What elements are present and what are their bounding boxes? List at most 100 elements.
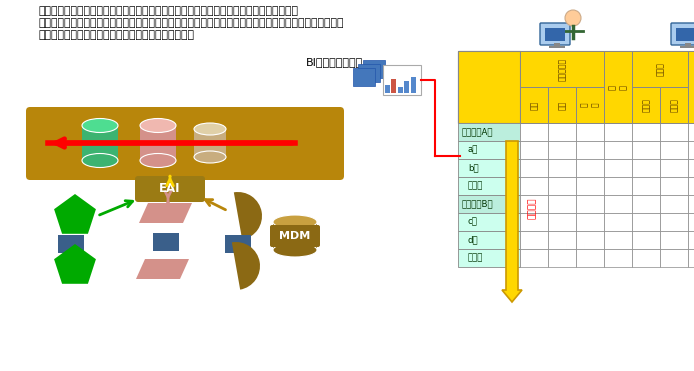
Bar: [660, 249, 688, 267]
FancyBboxPatch shape: [363, 60, 385, 78]
Bar: [458, 195, 520, 213]
Bar: [520, 159, 548, 177]
Text: d店: d店: [468, 236, 479, 244]
FancyBboxPatch shape: [358, 64, 380, 82]
Text: 電気: 電気: [557, 101, 566, 109]
Bar: [548, 213, 576, 231]
Text: グループA社: グループA社: [462, 128, 493, 137]
Polygon shape: [54, 244, 96, 284]
Ellipse shape: [82, 154, 118, 167]
Bar: [545, 28, 565, 41]
Ellipse shape: [273, 243, 317, 257]
FancyBboxPatch shape: [135, 176, 205, 202]
Text: 水道: 水道: [530, 101, 539, 109]
Bar: [660, 177, 688, 195]
Bar: [520, 51, 604, 87]
FancyBboxPatch shape: [540, 23, 570, 45]
Bar: [576, 177, 604, 195]
Bar: [140, 125, 176, 161]
Text: ともに、年度の着地に向かってコントロールします。: ともに、年度の着地に向かってコントロールします。: [38, 30, 194, 40]
Bar: [632, 249, 660, 267]
Bar: [458, 249, 520, 267]
Bar: [604, 195, 632, 213]
Text: トレー: トレー: [641, 98, 650, 112]
Bar: [548, 87, 576, 123]
Text: b店: b店: [468, 164, 479, 173]
Wedge shape: [234, 192, 262, 240]
Bar: [548, 195, 576, 213]
Bar: [604, 249, 632, 267]
Bar: [458, 141, 520, 159]
Bar: [458, 51, 694, 123]
Bar: [576, 231, 604, 249]
Bar: [576, 159, 604, 177]
Bar: [632, 141, 660, 159]
FancyBboxPatch shape: [270, 225, 320, 247]
Bar: [194, 129, 226, 157]
Bar: [520, 177, 548, 195]
Polygon shape: [139, 203, 192, 223]
Bar: [632, 213, 660, 231]
Bar: [458, 159, 520, 177]
Text: グループB社: グループB社: [462, 200, 493, 209]
Bar: [548, 159, 576, 177]
Bar: [225, 235, 251, 253]
Bar: [548, 231, 576, 249]
Ellipse shape: [194, 151, 226, 163]
Bar: [385, 85, 390, 93]
Bar: [576, 87, 604, 123]
Ellipse shape: [140, 118, 176, 132]
Bar: [604, 213, 632, 231]
Bar: [520, 231, 548, 249]
Text: ・・・: ・・・: [468, 181, 484, 190]
Bar: [576, 213, 604, 231]
Bar: [411, 77, 416, 93]
Bar: [548, 141, 576, 159]
Text: レジ袋: レジ袋: [670, 98, 679, 112]
Bar: [273, 222, 317, 250]
Bar: [520, 87, 548, 123]
Bar: [688, 231, 694, 249]
Bar: [660, 231, 688, 249]
Bar: [153, 233, 179, 251]
Bar: [520, 213, 548, 231]
Bar: [576, 141, 604, 159]
Bar: [458, 123, 520, 141]
Bar: [632, 177, 660, 195]
Polygon shape: [54, 194, 96, 234]
Bar: [604, 231, 632, 249]
Bar: [520, 123, 548, 141]
Text: MDM: MDM: [280, 231, 311, 241]
Bar: [660, 141, 688, 159]
Text: 水道光熱費: 水道光熱費: [557, 58, 566, 81]
Bar: [688, 141, 694, 159]
Bar: [554, 43, 560, 46]
Bar: [520, 249, 548, 267]
FancyArrow shape: [502, 141, 522, 302]
Bar: [604, 141, 632, 159]
Bar: [458, 231, 520, 249]
Text: EAI: EAI: [159, 183, 180, 196]
Bar: [548, 177, 576, 195]
Bar: [660, 123, 688, 141]
Ellipse shape: [194, 123, 226, 135]
Text: a店: a店: [468, 145, 478, 154]
Bar: [458, 51, 520, 123]
Bar: [520, 141, 548, 159]
Bar: [688, 249, 694, 267]
Bar: [383, 65, 421, 95]
Bar: [632, 87, 660, 123]
Ellipse shape: [273, 215, 317, 229]
Circle shape: [565, 10, 581, 26]
Bar: [520, 195, 548, 213]
Bar: [548, 249, 576, 267]
Bar: [576, 123, 604, 141]
Bar: [660, 195, 688, 213]
Bar: [632, 159, 660, 177]
Bar: [632, 123, 660, 141]
Bar: [391, 79, 396, 93]
Bar: [685, 43, 691, 46]
Bar: [688, 177, 694, 195]
Text: 経費予実管理の対象となる科目・分析コードごとにグループ横串の管理責任者を設置し、: 経費予実管理の対象となる科目・分析コードごとにグループ横串の管理責任者を設置し、: [38, 6, 298, 16]
Wedge shape: [232, 242, 260, 290]
